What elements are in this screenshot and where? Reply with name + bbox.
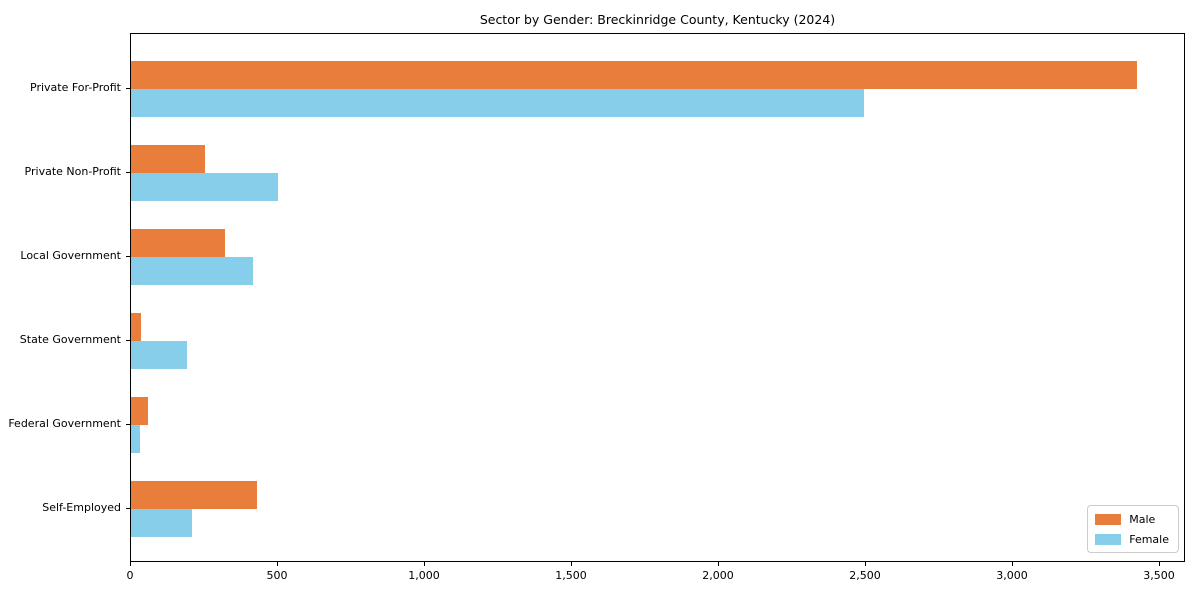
bar-female-2 [131,257,253,285]
chart-title: Sector by Gender: Breckinridge County, K… [479,12,836,27]
xtick-label: 2,500 [849,569,881,582]
bar-female-4 [131,425,140,453]
xtick-label: 3,500 [1143,569,1175,582]
legend-swatch-female [1095,533,1122,545]
ytick-label: Private For-Profit [30,81,121,94]
bar-male-5 [131,481,257,509]
bar-male-4 [131,397,148,425]
xtick-mark [1159,562,1160,566]
legend-swatch-male [1095,513,1122,525]
legend-label: Male [1129,512,1156,526]
xtick-label: 3,000 [996,569,1028,582]
ytick-label: Federal Government [8,417,121,430]
ytick-label: Private Non-Profit [24,165,121,178]
plot-area [130,33,1185,562]
xtick-mark [718,562,719,566]
ytick-mark [126,88,130,89]
bar-female-0 [131,89,864,117]
xtick-label: 0 [126,569,134,582]
xtick-mark [277,562,278,566]
ytick-mark [126,256,130,257]
xtick-label: 2,000 [702,569,734,582]
ytick-mark [126,508,130,509]
xtick-label: 1,500 [555,569,587,582]
ytick-mark [126,172,130,173]
bar-female-3 [131,341,187,369]
ytick-label: State Government [19,333,121,346]
xtick-label: 1,000 [408,569,440,582]
bar-female-1 [131,173,278,201]
ytick-label: Local Government [20,249,121,262]
xtick-mark [1012,562,1013,566]
ytick-mark [126,424,130,425]
bar-male-1 [131,145,205,173]
legend-label: Female [1129,532,1169,546]
legend: Male Female [1087,505,1179,553]
legend-item-male: Male [1095,511,1169,527]
bar-female-5 [131,509,192,537]
ytick-mark [126,340,130,341]
xtick-mark [571,562,572,566]
ytick-label: Self-Employed [42,501,121,514]
bar-male-0 [131,61,1137,89]
xtick-label: 500 [266,569,288,582]
xtick-mark [865,562,866,566]
bar-male-2 [131,229,225,257]
legend-item-female: Female [1095,531,1169,547]
xtick-mark [130,562,131,566]
bar-male-3 [131,313,141,341]
xtick-mark [424,562,425,566]
